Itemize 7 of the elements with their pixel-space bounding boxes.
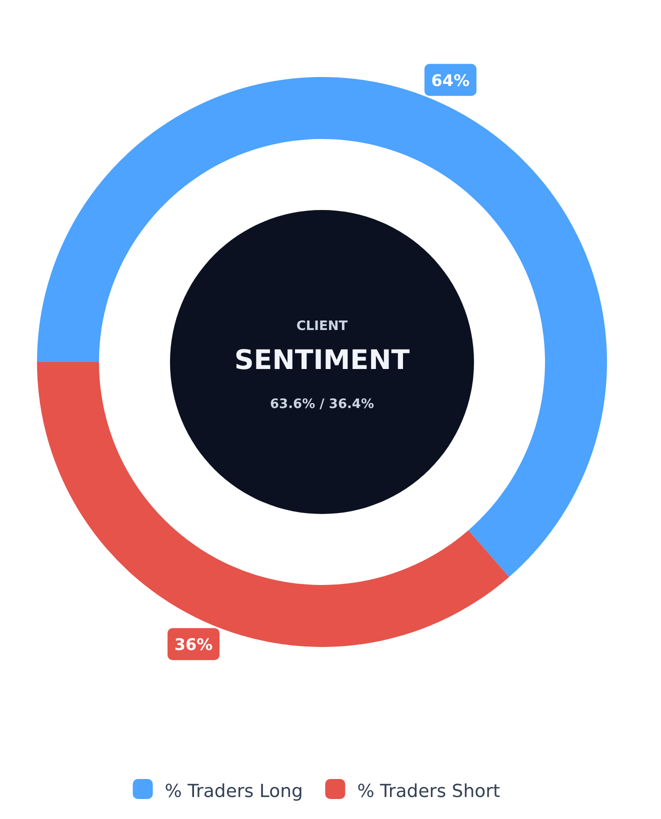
- text: CLIENT: [296, 319, 348, 334]
- text: SENTIMENT: [234, 345, 410, 376]
- legend-label: % Traders Short: [357, 781, 500, 802]
- text: 63.6% / 36.4%: [270, 397, 374, 412]
- data-label: 64%: [431, 70, 470, 90]
- legend-label: % Traders Long: [164, 781, 303, 802]
- data-label: 36%: [174, 635, 213, 654]
